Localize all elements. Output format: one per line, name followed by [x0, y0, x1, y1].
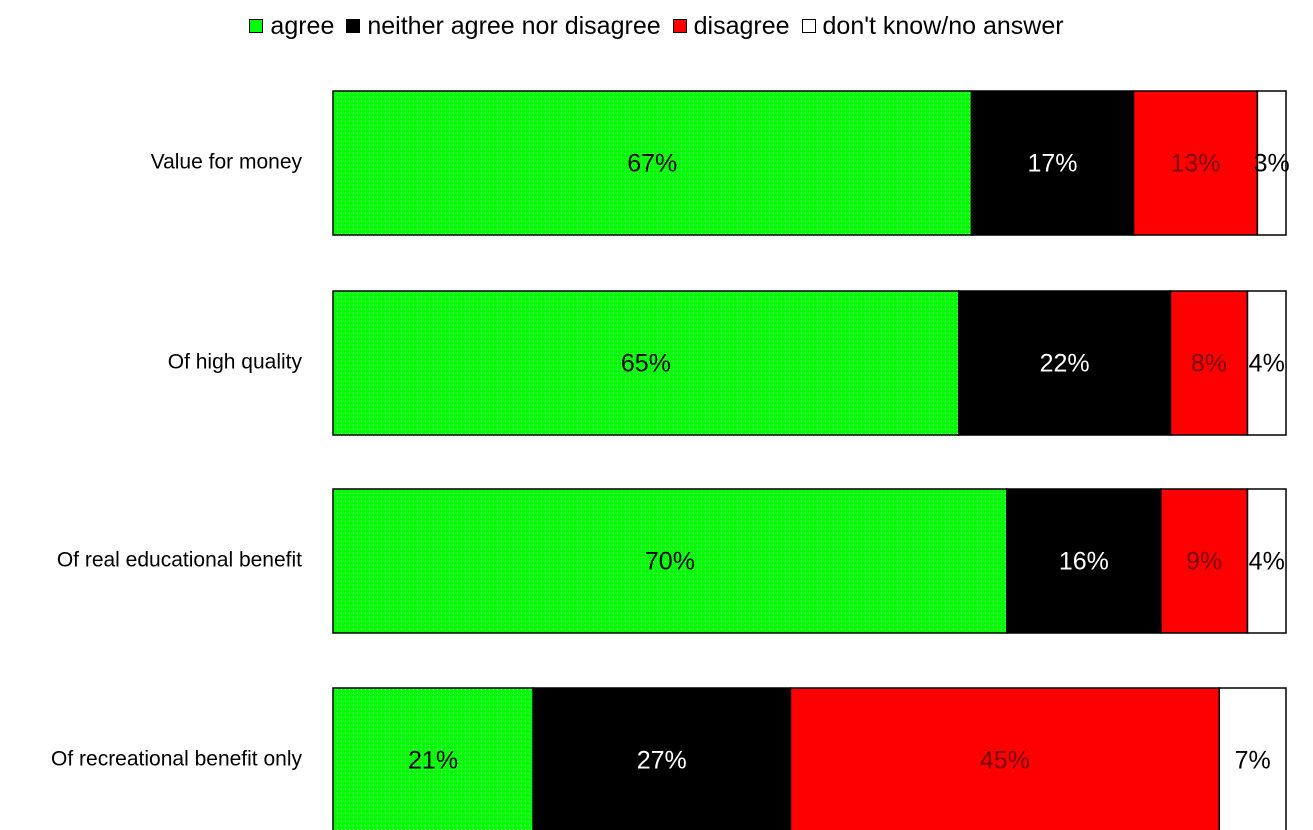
legend-label: disagree — [693, 11, 790, 40]
bar-segment — [332, 90, 973, 236]
bar-segment — [1132, 90, 1259, 236]
category-label: Of high quality — [168, 351, 303, 374]
data-label: 13% — [1170, 150, 1220, 178]
legend-label: neither agree nor disagree — [367, 11, 661, 40]
data-label: 16% — [1059, 548, 1109, 576]
legend-item: don't know/no answer — [801, 11, 1064, 41]
bar-segment — [332, 488, 1008, 634]
legend-swatch — [801, 19, 816, 33]
legend-item: agree — [249, 12, 334, 41]
data-label: 3% — [1254, 150, 1290, 178]
data-label: 17% — [1027, 150, 1077, 178]
legend-swatch — [672, 19, 687, 33]
legend-label: agree — [270, 11, 335, 40]
data-label: 22% — [1040, 350, 1090, 378]
data-label: 4% — [1249, 548, 1285, 576]
bar-segment — [1160, 488, 1249, 634]
bar-segment — [1246, 488, 1287, 634]
data-label: 7% — [1235, 747, 1271, 775]
data-label: 4% — [1249, 350, 1285, 378]
data-label: 21% — [408, 747, 458, 775]
data-label: 9% — [1186, 548, 1222, 576]
category-label: Of recreational benefit only — [51, 748, 302, 771]
bar-segment — [1218, 687, 1287, 830]
data-label: 45% — [980, 747, 1030, 775]
legend-label: don't know/no answer — [822, 11, 1064, 40]
bar-segment — [957, 290, 1172, 436]
legend-item: neither agree nor disagree — [346, 11, 661, 41]
legend-swatch — [249, 19, 264, 33]
data-label: 67% — [627, 150, 677, 178]
bar-segment — [970, 90, 1135, 236]
data-label: 70% — [645, 548, 695, 576]
chart-legend: agree neither agree nor disagree disagree d… — [0, 6, 1313, 46]
bar-segment — [332, 687, 534, 830]
bar-segment — [1006, 488, 1162, 634]
data-label: 65% — [621, 350, 671, 378]
bar-segment — [1246, 290, 1287, 436]
data-label: 27% — [637, 747, 687, 775]
category-label: Value for money — [151, 151, 303, 174]
bar-segment — [1256, 90, 1287, 236]
category-label: Of real educational benefit — [57, 549, 302, 572]
bar-segment — [1169, 290, 1249, 436]
legend-swatch — [346, 19, 361, 33]
legend-item: disagree — [672, 11, 790, 41]
data-label: 8% — [1191, 350, 1227, 378]
